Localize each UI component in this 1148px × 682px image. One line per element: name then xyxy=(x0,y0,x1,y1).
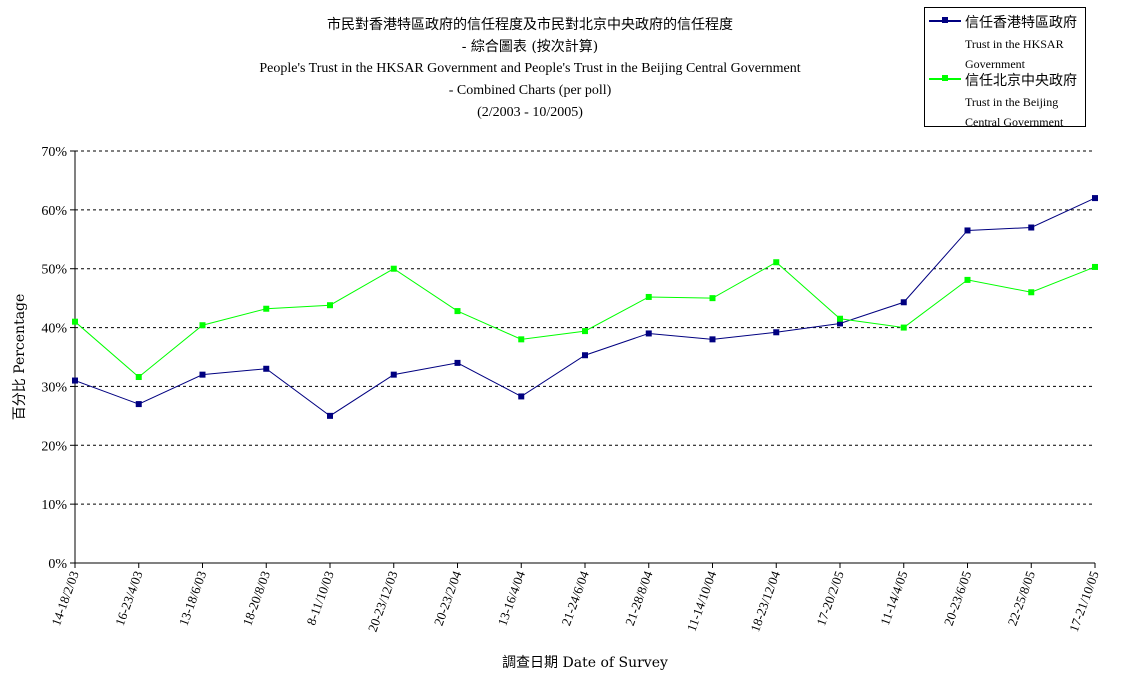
data-point-beijing xyxy=(135,374,142,381)
data-point-beijing xyxy=(1092,263,1098,270)
data-point-beijing xyxy=(72,318,78,325)
x-tick-label: 20-23/2/04 xyxy=(431,568,465,627)
data-point-hksar xyxy=(518,393,525,400)
data-point-beijing xyxy=(900,324,907,331)
x-tick-label: 16-23/4/03 xyxy=(112,569,146,628)
data-point-beijing xyxy=(263,305,270,312)
series-line-hksar xyxy=(74,197,1096,417)
x-axis-title: 調查日期 Date of Survey xyxy=(502,655,668,671)
y-tick-label: 20% xyxy=(41,439,67,454)
y-tick-label: 70% xyxy=(41,145,67,160)
title-zh-line2: - 綜合圖表 (按次計算) xyxy=(461,39,599,55)
x-tick-label: 18-23/12/04 xyxy=(747,568,783,633)
legend-label-hksar-en: Trust in the HKSAR Government xyxy=(965,37,1064,71)
legend-swatch-beijing xyxy=(929,75,961,81)
data-point-hksar xyxy=(135,401,142,408)
data-point-beijing xyxy=(837,315,843,322)
data-point-hksar xyxy=(72,377,78,384)
legend-swatch-hksar xyxy=(929,17,961,23)
data-point-beijing xyxy=(709,295,716,302)
x-tick-label: 17-20/2/05 xyxy=(813,569,847,628)
data-point-hksar xyxy=(837,320,843,327)
data-point-beijing xyxy=(773,259,780,266)
data-point-beijing xyxy=(645,293,652,300)
y-tick-label: 30% xyxy=(41,380,67,395)
data-point-hksar xyxy=(582,352,588,359)
y-tick-label: 60% xyxy=(41,204,67,219)
x-tick-label: 11-14/4/05 xyxy=(877,569,910,627)
data-point-beijing xyxy=(1028,289,1035,296)
y-tick-label: 50% xyxy=(41,263,67,278)
title-en-line2: - Combined Charts (per poll) xyxy=(448,83,612,98)
data-point-hksar xyxy=(900,299,907,306)
data-point-beijing xyxy=(454,308,461,315)
title-period: (2/2003 - 10/2005) xyxy=(477,105,583,120)
legend-label-beijing-zh: 信任北京中央政府 xyxy=(965,73,1077,89)
data-point-beijing xyxy=(327,302,333,309)
x-tick-label: 17-21/10/05 xyxy=(1066,569,1102,634)
data-point-beijing xyxy=(582,328,588,335)
data-point-hksar xyxy=(263,365,270,372)
chart-legend: 信任香港特區政府 Trust in the HKSAR Government 信… xyxy=(924,7,1086,129)
data-point-beijing xyxy=(518,336,525,343)
y-tick-label: 40% xyxy=(41,322,67,337)
data-point-beijing xyxy=(199,322,206,329)
title-zh-line1: 市民對香港特區政府的信任程度及市民對北京中央政府的信任程度 xyxy=(327,17,733,33)
x-tick-label: 13-18/6/03 xyxy=(176,569,210,628)
x-tick-label: 18-20/8/03 xyxy=(239,569,273,628)
data-point-hksar xyxy=(390,371,397,378)
x-tick-label: 22-25/8/05 xyxy=(1004,569,1038,628)
x-tick-label: 20-23/12/03 xyxy=(365,569,401,634)
x-tick-label: 20-23/6/05 xyxy=(941,569,975,628)
title-en-line1: People's Trust in the HKSAR Government a… xyxy=(259,61,801,76)
series-line-beijing xyxy=(74,261,1096,378)
data-point-hksar xyxy=(454,359,461,366)
x-tick-label: 14-18/2/03 xyxy=(48,569,82,628)
legend-label-beijing-en: Trust in the Beijing Central Government xyxy=(965,95,1064,129)
data-point-hksar xyxy=(1028,224,1035,231)
data-point-hksar xyxy=(327,412,333,419)
data-point-beijing xyxy=(964,276,971,283)
x-tick-label: 13-16/4/04 xyxy=(494,568,528,627)
chart-title: 市民對香港特區政府的信任程度及市民對北京中央政府的信任程度 - 綜合圖表 (按次… xyxy=(200,14,860,124)
data-point-beijing xyxy=(390,265,397,272)
data-point-hksar xyxy=(964,227,971,234)
data-point-hksar xyxy=(1092,195,1098,202)
data-point-hksar xyxy=(773,329,780,336)
legend-label-hksar-zh: 信任香港特區政府 xyxy=(965,15,1077,31)
x-tick-label: 8-11/10/03 xyxy=(303,569,336,627)
x-tick-label: 21-24/6/04 xyxy=(558,568,592,627)
data-point-hksar xyxy=(645,330,652,337)
y-axis-title: 百分比 Percentage xyxy=(12,294,28,421)
x-tick-label: 11-14/10/04 xyxy=(684,568,720,633)
x-tick-label: 21-28/8/04 xyxy=(622,568,656,627)
y-tick-label: 10% xyxy=(41,498,67,513)
data-point-hksar xyxy=(199,371,206,378)
y-tick-label: 0% xyxy=(48,557,67,572)
data-point-hksar xyxy=(709,336,716,343)
